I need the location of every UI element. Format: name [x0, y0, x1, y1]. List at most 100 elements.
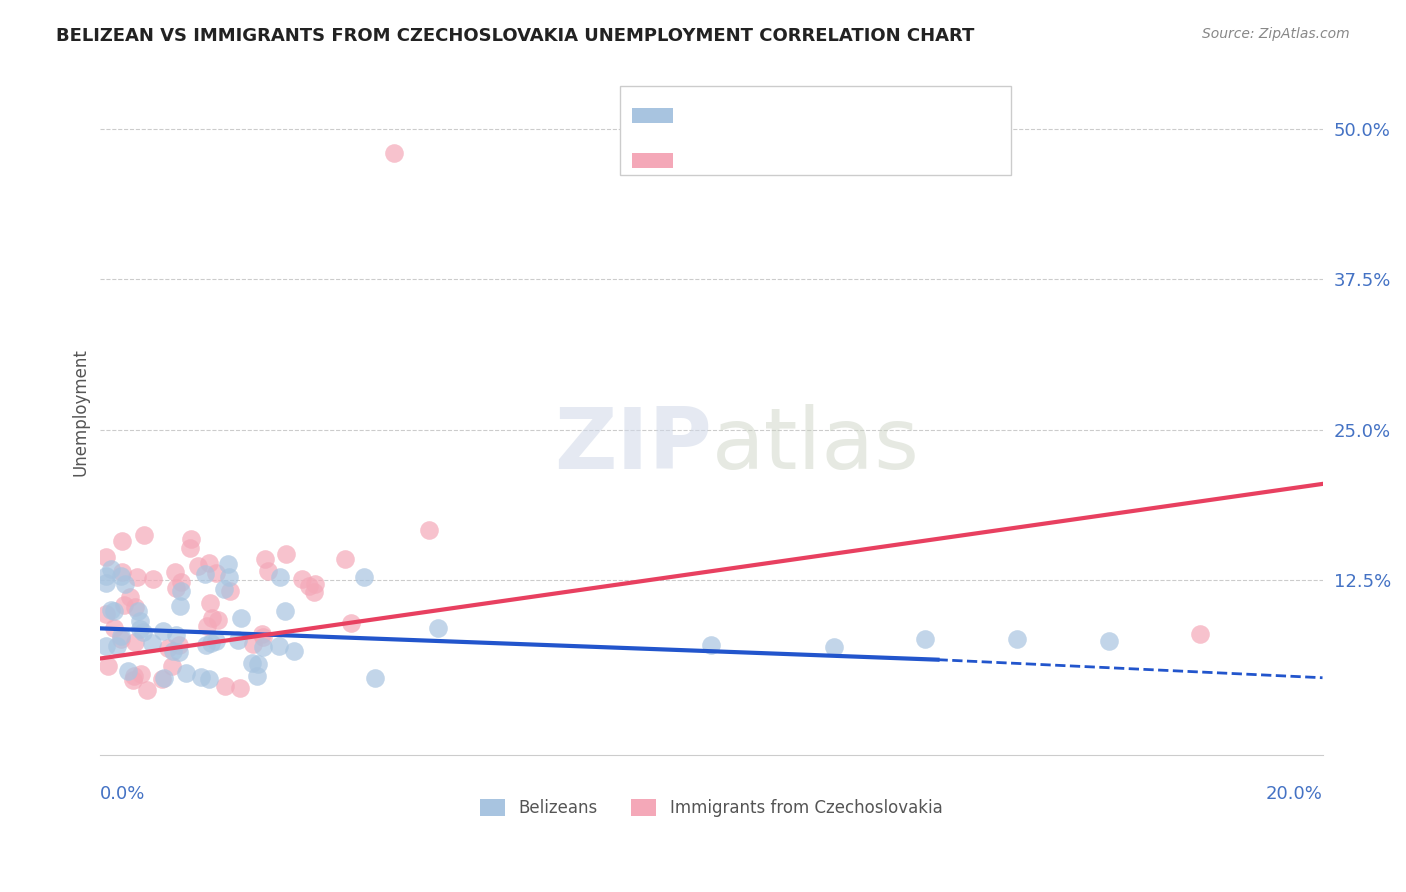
Point — [111, 565, 134, 579]
Point — [114, 576, 136, 591]
Text: atlas: atlas — [711, 404, 920, 487]
Point — [304, 577, 326, 591]
Text: R = -0.200    N = 51: R = -0.200 N = 51 — [675, 108, 893, 127]
Point — [103, 621, 125, 635]
Point — [120, 591, 142, 605]
Point — [170, 583, 193, 598]
Point — [218, 570, 240, 584]
Point — [217, 557, 239, 571]
Text: 0.0%: 0.0% — [100, 785, 146, 803]
Point — [212, 582, 235, 597]
Point — [129, 622, 152, 636]
Point — [364, 671, 387, 685]
Point — [267, 639, 290, 653]
Point — [298, 579, 321, 593]
Point — [124, 600, 146, 615]
Point — [136, 682, 159, 697]
Point — [257, 564, 280, 578]
Point — [276, 547, 298, 561]
Point — [229, 611, 252, 625]
Point — [100, 562, 122, 576]
Point — [112, 598, 135, 612]
Point — [167, 638, 190, 652]
Point — [176, 665, 198, 680]
Point — [1098, 634, 1121, 648]
Point — [242, 637, 264, 651]
Point — [246, 657, 269, 672]
Point — [252, 640, 274, 654]
Point — [96, 576, 118, 591]
Point — [214, 679, 236, 693]
Point — [128, 614, 150, 628]
Point — [125, 569, 148, 583]
Point — [169, 599, 191, 613]
Point — [162, 658, 184, 673]
Point — [96, 607, 118, 622]
Point — [253, 551, 276, 566]
Point — [229, 681, 252, 695]
Point — [418, 523, 440, 537]
Point — [340, 616, 363, 631]
Point — [201, 610, 224, 624]
Point — [198, 595, 221, 609]
Point — [823, 640, 845, 654]
Point — [127, 605, 149, 619]
Point — [226, 632, 249, 647]
Point — [269, 569, 291, 583]
FancyBboxPatch shape — [631, 153, 673, 168]
Point — [353, 570, 375, 584]
Point — [110, 629, 132, 643]
Point — [105, 639, 128, 653]
Point — [150, 672, 173, 686]
Point — [246, 668, 269, 682]
Text: Source: ZipAtlas.com: Source: ZipAtlas.com — [1202, 27, 1350, 41]
Point — [96, 569, 118, 583]
Point — [197, 556, 219, 570]
Point — [162, 644, 184, 658]
Y-axis label: Unemployment: Unemployment — [72, 348, 89, 475]
FancyBboxPatch shape — [620, 86, 1011, 175]
Point — [205, 633, 228, 648]
Point — [141, 636, 163, 650]
Point — [194, 566, 217, 581]
Point — [250, 627, 273, 641]
Text: R =  0.211    N = 53: R = 0.211 N = 53 — [675, 153, 893, 171]
Point — [170, 574, 193, 589]
Point — [197, 673, 219, 687]
Point — [240, 656, 263, 670]
Text: BELIZEAN VS IMMIGRANTS FROM CZECHOSLOVAKIA UNEMPLOYMENT CORRELATION CHART: BELIZEAN VS IMMIGRANTS FROM CZECHOSLOVAK… — [56, 27, 974, 45]
Point — [131, 625, 153, 640]
Text: ZIP: ZIP — [554, 404, 711, 487]
Point — [165, 628, 187, 642]
Point — [97, 658, 120, 673]
Point — [700, 638, 723, 652]
Point — [190, 670, 212, 684]
Point — [110, 569, 132, 583]
Point — [302, 585, 325, 599]
Point — [134, 528, 156, 542]
Point — [117, 665, 139, 679]
Point — [290, 573, 312, 587]
Point — [96, 550, 118, 565]
Point — [100, 602, 122, 616]
Point — [169, 645, 191, 659]
Point — [187, 559, 209, 574]
Legend: Belizeans, Immigrants from Czechoslovakia: Belizeans, Immigrants from Czechoslovaki… — [474, 792, 949, 823]
Point — [124, 635, 146, 649]
Point — [218, 584, 240, 599]
Point — [129, 667, 152, 681]
Point — [153, 671, 176, 685]
Point — [103, 604, 125, 618]
Point — [180, 532, 202, 546]
Point — [121, 673, 143, 687]
Text: 20.0%: 20.0% — [1265, 785, 1323, 803]
Point — [165, 582, 187, 596]
Point — [111, 534, 134, 549]
Point — [426, 621, 449, 635]
Point — [207, 613, 229, 627]
Point — [142, 572, 165, 586]
Point — [1189, 627, 1212, 641]
Point — [252, 630, 274, 644]
Point — [914, 632, 936, 646]
Point — [195, 619, 218, 633]
